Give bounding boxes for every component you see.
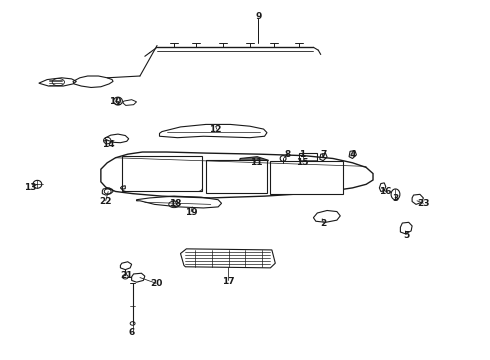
Text: 2: 2 [320, 219, 326, 228]
Text: 11: 11 [250, 158, 263, 167]
Text: 12: 12 [209, 125, 222, 134]
Text: 6: 6 [128, 328, 135, 337]
Text: 5: 5 [403, 231, 409, 240]
Text: 10: 10 [109, 97, 122, 106]
Text: 18: 18 [170, 199, 182, 208]
Text: 9: 9 [255, 12, 261, 21]
Text: 22: 22 [99, 197, 112, 206]
Text: 1: 1 [299, 150, 306, 159]
Text: 13: 13 [24, 183, 36, 192]
Text: 8: 8 [285, 150, 291, 159]
Text: 19: 19 [185, 208, 197, 217]
Text: 23: 23 [417, 199, 430, 208]
Text: 14: 14 [102, 140, 115, 149]
Bar [299, 153, 318, 163]
Text: 4: 4 [349, 150, 356, 159]
Text: 21: 21 [121, 270, 133, 279]
Bar [270, 161, 343, 194]
Text: 7: 7 [320, 150, 326, 159]
Text: 3: 3 [392, 194, 399, 203]
Bar [206, 159, 267, 193]
Text: 20: 20 [150, 279, 162, 288]
Bar [122, 156, 202, 192]
Text: 16: 16 [379, 187, 392, 196]
Text: 17: 17 [221, 276, 234, 285]
Polygon shape [239, 157, 269, 166]
Text: 15: 15 [296, 158, 309, 167]
